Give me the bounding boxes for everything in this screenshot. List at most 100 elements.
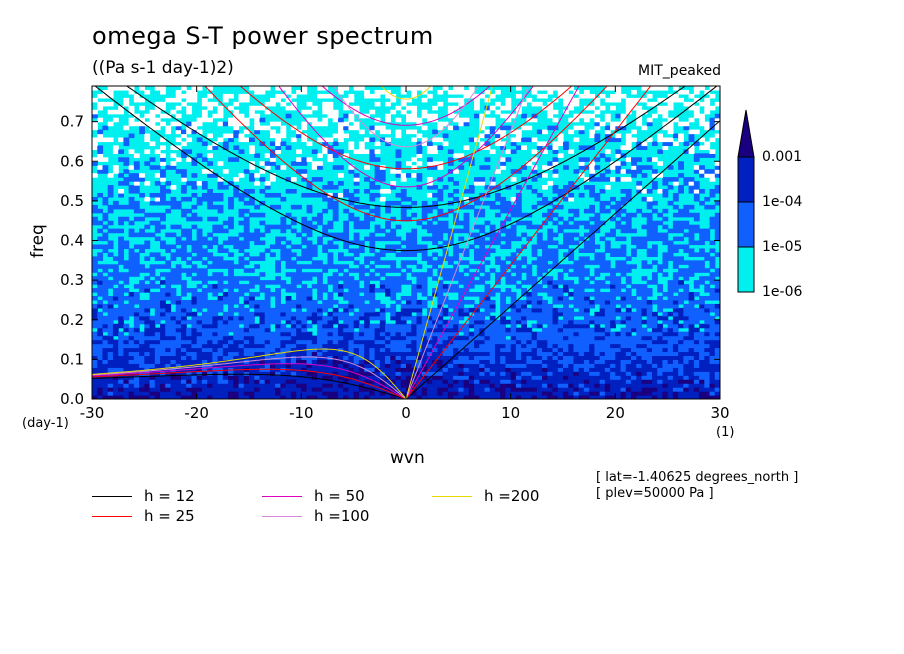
field-cell [358, 244, 365, 250]
field-cell [217, 375, 224, 380]
field-cell [594, 288, 601, 293]
field-cell [107, 244, 114, 250]
field-cell [709, 371, 716, 376]
field-cell [714, 216, 720, 222]
field-cell [521, 355, 527, 360]
field-cell [672, 228, 679, 234]
field-cell [484, 375, 491, 380]
field-cell [411, 295, 418, 301]
field-cell [536, 335, 543, 341]
field-cell [327, 371, 334, 376]
field-cell [489, 299, 496, 305]
field-cell [296, 367, 302, 372]
field-cell [233, 355, 240, 360]
field-cell [160, 161, 166, 166]
field-cell [474, 319, 480, 325]
field-cell [332, 200, 339, 206]
field-cell [500, 292, 507, 297]
field-cell [641, 307, 648, 313]
field-cell [432, 288, 438, 293]
field-cell [704, 307, 711, 313]
field-cell [646, 347, 653, 353]
field-cell [552, 212, 559, 218]
field-cell [238, 339, 245, 345]
field-cell [406, 252, 412, 257]
field-cell [348, 395, 355, 399]
field-cell [599, 236, 606, 242]
field-cell [395, 224, 402, 230]
field-cell [364, 383, 370, 388]
field-cell [154, 335, 161, 341]
field-cell [254, 331, 261, 337]
field-cell [149, 268, 156, 273]
field-cell [290, 311, 297, 317]
field-cell [484, 391, 491, 396]
field-cell [165, 208, 172, 214]
field-cell [631, 351, 637, 357]
field-cell [92, 335, 98, 341]
field-cell [374, 331, 381, 337]
field-cell [191, 173, 198, 178]
field-cell [180, 319, 187, 325]
field-cell [657, 343, 664, 349]
field-cell [657, 161, 664, 166]
field-cell [379, 280, 386, 285]
field-cell [714, 236, 720, 242]
field-cell [212, 335, 219, 341]
field-cell [322, 264, 329, 269]
field-cell [704, 315, 711, 321]
field-cell [102, 335, 109, 341]
field-cell [97, 228, 104, 234]
field-cell [515, 367, 522, 372]
field-cell [301, 359, 308, 364]
field-cell [704, 323, 711, 329]
field-cell [421, 335, 428, 341]
field-cell [651, 224, 658, 230]
field-cell [489, 391, 496, 396]
field-cell [683, 347, 690, 353]
field-cell [515, 307, 522, 313]
field-cell [233, 395, 240, 399]
field-cell [385, 323, 391, 329]
field-cell [390, 284, 397, 289]
field-cell [191, 299, 198, 305]
field-cell [547, 228, 554, 234]
field-cell [515, 319, 522, 325]
field-cell [599, 335, 606, 341]
field-cell [594, 165, 601, 170]
field-cell [144, 363, 151, 368]
field-cell [280, 383, 287, 388]
field-cell [175, 280, 182, 285]
field-cell [494, 375, 501, 380]
field-cell [296, 371, 302, 376]
field-cell [432, 339, 438, 345]
field-cell [170, 327, 177, 333]
field-cell [238, 260, 245, 265]
field-cell [233, 240, 240, 246]
field-cell [583, 224, 590, 230]
field-cell [400, 272, 407, 277]
field-cell [426, 387, 433, 392]
field-cell [327, 347, 334, 353]
field-cell [484, 355, 491, 360]
field-cell [704, 153, 711, 158]
field-cell [222, 363, 229, 368]
field-cell [510, 236, 517, 242]
field-cell [672, 224, 679, 230]
field-cell [149, 379, 156, 384]
field-cell [175, 307, 182, 313]
field-cell [699, 375, 705, 380]
field-cell [306, 395, 313, 399]
field-cell [552, 295, 559, 301]
field-cell [290, 379, 297, 384]
field-cell [657, 371, 664, 376]
field-cell [128, 248, 135, 254]
field-cell [432, 185, 438, 190]
field-cell [615, 204, 622, 210]
field-cell [484, 327, 491, 333]
field-cell [296, 149, 302, 154]
field-cell [683, 208, 690, 214]
field-cell [416, 327, 423, 333]
field-cell [510, 169, 517, 174]
field-cell [646, 383, 653, 388]
